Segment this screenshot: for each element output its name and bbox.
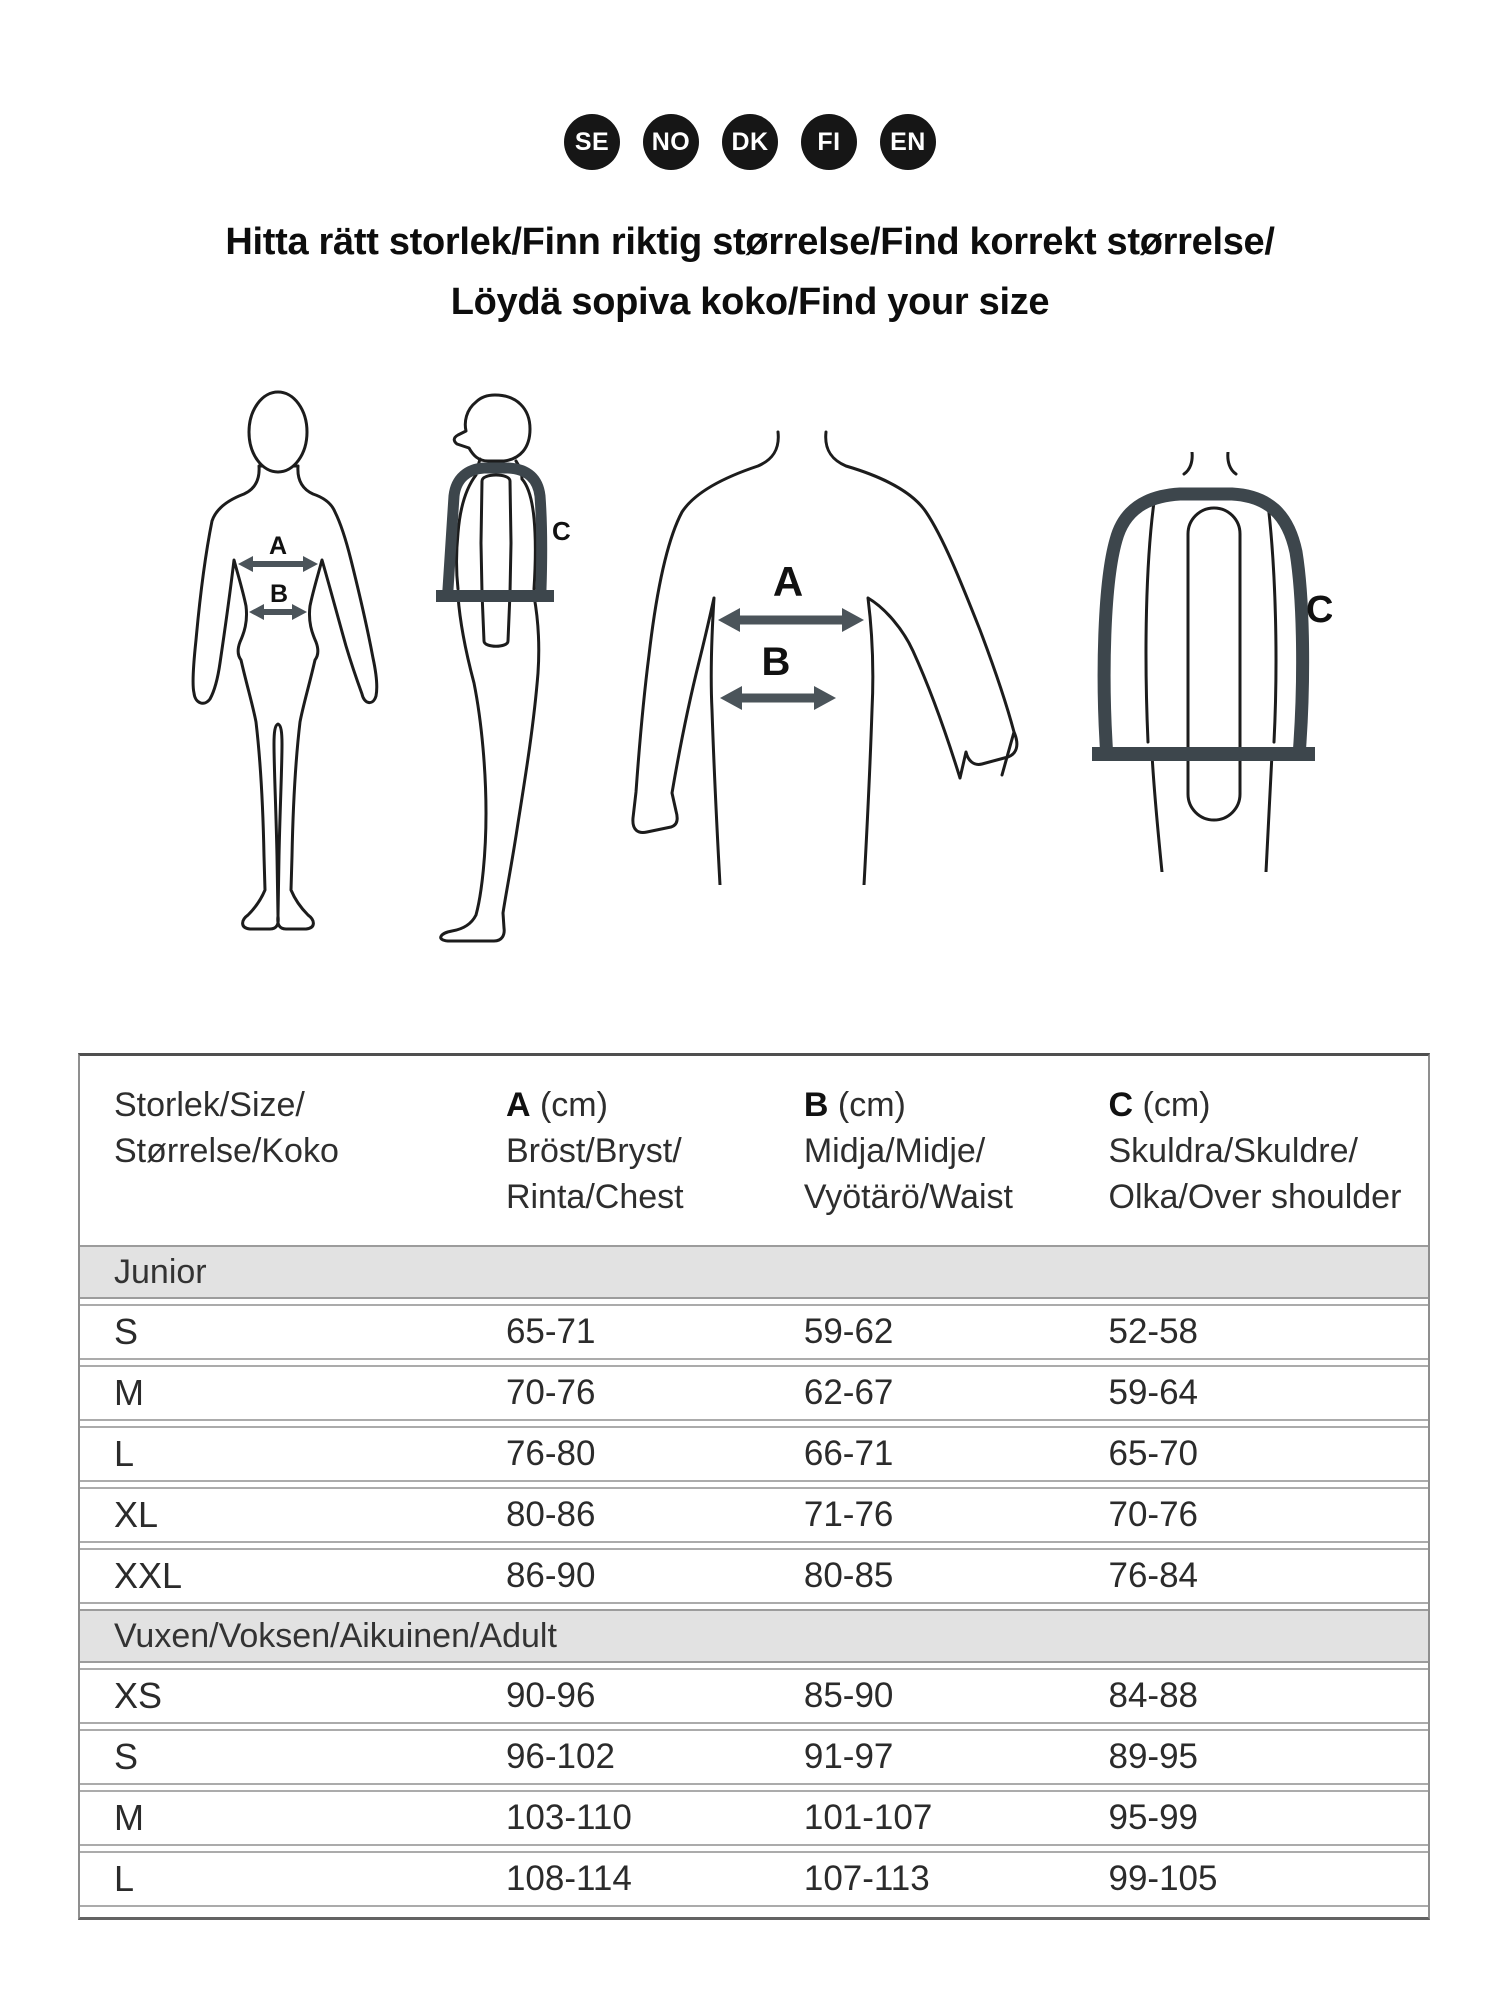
table-row: XL 80-86 71-76 70-76 bbox=[80, 1487, 1428, 1543]
size-cell: XXL bbox=[114, 1555, 183, 1596]
table-section-row: Junior bbox=[80, 1245, 1428, 1299]
front-body-head bbox=[247, 390, 309, 474]
chest-cell: 80-86 bbox=[505, 1495, 596, 1534]
back-torso-svg: A B bbox=[631, 430, 1019, 885]
vest-label: C bbox=[1306, 589, 1332, 631]
size-cell: L bbox=[114, 1433, 135, 1474]
front-body-svg: A B bbox=[191, 390, 379, 931]
language-badge-no: NO bbox=[643, 114, 699, 170]
waist-cell: 66-71 bbox=[803, 1434, 894, 1473]
section-label: Junior bbox=[114, 1252, 207, 1291]
shoulder-cell: 95-99 bbox=[1108, 1798, 1199, 1837]
page-title-line2: Löydä sopiva koko/Find your size bbox=[450, 281, 1050, 323]
figure-side-body-vest: C bbox=[428, 393, 613, 943]
figure-back-torso: A B bbox=[630, 430, 1020, 885]
page-title: Hitta rätt storlek/Finn riktig størrelse… bbox=[0, 212, 1500, 332]
table-row: M 103-110 101-107 95-99 bbox=[80, 1790, 1428, 1846]
vest-body-lines bbox=[1144, 452, 1278, 872]
section-label: Vuxen/Voksen/Aikuinen/Adult bbox=[114, 1616, 557, 1655]
waist-cell: 71-76 bbox=[803, 1495, 894, 1534]
back-torso-outline bbox=[631, 430, 1019, 885]
size-cell: M bbox=[114, 1372, 144, 1413]
waist-cell: 85-90 bbox=[803, 1676, 894, 1715]
waist-cell: 80-85 bbox=[803, 1556, 894, 1595]
size-cell: S bbox=[114, 1736, 139, 1777]
table-row: XS 90-96 85-90 84-88 bbox=[80, 1668, 1428, 1724]
language-badge-dk: DK bbox=[722, 114, 778, 170]
back-waist-arrow: B bbox=[720, 640, 836, 710]
waist-arrow-label: B bbox=[270, 580, 288, 608]
chest-cell: 70-76 bbox=[505, 1373, 596, 1412]
table-row: S 96-102 91-97 89-95 bbox=[80, 1729, 1428, 1785]
size-table-header: Storlek/Size/ Størrelse/Koko A (cm) Brös… bbox=[80, 1056, 1428, 1240]
waist-cell: 59-62 bbox=[803, 1312, 894, 1351]
vest-svg: C bbox=[1092, 452, 1332, 872]
chest-cell: 96-102 bbox=[505, 1737, 615, 1776]
shoulder-cell: 70-76 bbox=[1108, 1495, 1199, 1534]
waist-arrow: B bbox=[249, 580, 307, 620]
chest-arrow: A bbox=[238, 532, 318, 572]
table-row: S 65-71 59-62 52-58 bbox=[80, 1304, 1428, 1360]
header-size-column: Storlek/Size/ Størrelse/Koko bbox=[114, 1086, 339, 1170]
back-waist-label: B bbox=[762, 640, 791, 684]
size-cell: S bbox=[114, 1311, 139, 1352]
waist-cell: 91-97 bbox=[803, 1737, 894, 1776]
size-cell: XS bbox=[114, 1675, 163, 1716]
header-chest-column: A (cm) Bröst/Bryst/ Rinta/Chest bbox=[505, 1086, 684, 1216]
shoulder-cell: 89-95 bbox=[1108, 1737, 1199, 1776]
vest-arm-outline bbox=[1186, 506, 1242, 822]
header-shoulder-column: C (cm) Skuldra/Skuldre/ Olka/Over should… bbox=[1108, 1086, 1402, 1216]
shoulder-cell: 76-84 bbox=[1108, 1556, 1199, 1595]
waist-cell: 107-113 bbox=[803, 1859, 930, 1898]
figure-vest: C bbox=[1092, 452, 1332, 872]
language-badges: SE NO DK FI EN bbox=[0, 114, 1500, 170]
front-body-outline bbox=[191, 464, 379, 931]
size-cell: L bbox=[114, 1858, 135, 1899]
table-section-row: Vuxen/Voksen/Aikuinen/Adult bbox=[80, 1609, 1428, 1663]
language-badge-en: EN bbox=[880, 114, 936, 170]
shoulder-cell: 65-70 bbox=[1108, 1434, 1199, 1473]
header-waist-column: B (cm) Midja/Midje/ Vyötärö/Waist bbox=[803, 1086, 1013, 1216]
side-vest-outline bbox=[442, 462, 548, 595]
table-row: L 108-114 107-113 99-105 bbox=[80, 1851, 1428, 1907]
page-title-line1: Hitta rätt storlek/Finn riktig størrelse… bbox=[225, 221, 1275, 263]
chest-cell: 65-71 bbox=[505, 1312, 596, 1351]
figure-front-body: A B bbox=[183, 388, 387, 938]
side-vest-label: C bbox=[552, 516, 571, 546]
language-badge-fi: FI bbox=[801, 114, 857, 170]
chest-cell: 90-96 bbox=[505, 1676, 596, 1715]
measurement-illustrations: A B C bbox=[183, 388, 1332, 943]
chest-cell: 103-110 bbox=[505, 1798, 632, 1837]
table-row: L 76-80 66-71 65-70 bbox=[80, 1426, 1428, 1482]
table-row: M 70-76 62-67 59-64 bbox=[80, 1365, 1428, 1421]
vest-outline bbox=[1097, 487, 1310, 749]
chest-cell: 76-80 bbox=[505, 1434, 596, 1473]
back-chest-label: A bbox=[773, 558, 803, 605]
chest-cell: 108-114 bbox=[505, 1859, 632, 1898]
shoulder-cell: 99-105 bbox=[1108, 1859, 1218, 1898]
table-row: XXL 86-90 80-85 76-84 bbox=[80, 1548, 1428, 1604]
chest-cell: 86-90 bbox=[505, 1556, 596, 1595]
shoulder-cell: 52-58 bbox=[1108, 1312, 1199, 1351]
shoulder-cell: 59-64 bbox=[1108, 1373, 1199, 1412]
side-arm-outline bbox=[479, 473, 513, 648]
size-table: Storlek/Size/ Størrelse/Koko A (cm) Brös… bbox=[78, 1053, 1430, 1920]
side-body-svg: C bbox=[436, 393, 571, 943]
waist-cell: 62-67 bbox=[803, 1373, 894, 1412]
back-chest-arrow: A bbox=[718, 558, 864, 632]
size-cell: M bbox=[114, 1797, 144, 1838]
shoulder-cell: 84-88 bbox=[1108, 1676, 1199, 1715]
language-badge-se: SE bbox=[564, 114, 620, 170]
chest-arrow-label: A bbox=[269, 532, 287, 560]
size-table-body: Junior S 65-71 59-62 52-58 M 70-76 62-67 59-64 L 7… bbox=[80, 1245, 1428, 1907]
side-head-outline bbox=[452, 393, 532, 463]
waist-cell: 101-107 bbox=[803, 1798, 933, 1837]
size-cell: XL bbox=[114, 1494, 159, 1535]
